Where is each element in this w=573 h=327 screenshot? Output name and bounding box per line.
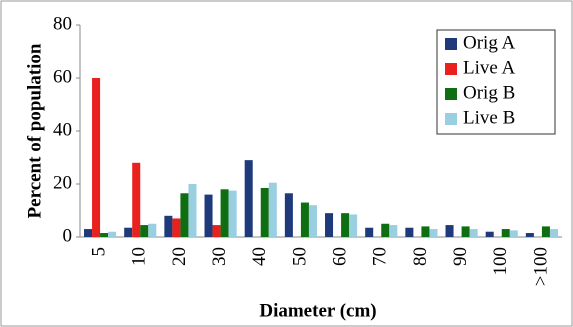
bar xyxy=(164,215,173,237)
x-axis-title: Diameter (cm) xyxy=(259,300,376,321)
bar xyxy=(525,233,534,237)
bar xyxy=(244,160,253,237)
y-tick-label: 20 xyxy=(53,172,72,193)
y-tick-label: 0 xyxy=(63,225,73,246)
legend-label: Live B xyxy=(463,107,515,128)
bar xyxy=(341,213,350,237)
bar xyxy=(268,182,277,237)
x-tick-label: 40 xyxy=(249,247,270,266)
legend-swatch xyxy=(445,63,457,75)
bar xyxy=(389,225,398,237)
bar xyxy=(429,229,438,237)
x-tick-label: 90 xyxy=(450,247,471,266)
bar xyxy=(204,194,213,237)
bar xyxy=(469,229,478,237)
y-tick-label: 40 xyxy=(53,119,72,140)
y-tick-label: 60 xyxy=(53,66,72,87)
bar xyxy=(365,227,374,237)
bar xyxy=(308,205,317,237)
x-tick-label: 60 xyxy=(329,247,350,266)
bar xyxy=(148,223,157,237)
x-tick-label: 70 xyxy=(370,247,391,266)
bar xyxy=(108,231,117,237)
bar xyxy=(284,193,293,237)
y-axis-title: Percent of population xyxy=(24,43,45,218)
bar xyxy=(212,225,221,237)
bar xyxy=(325,213,334,237)
bar xyxy=(485,231,494,237)
bar xyxy=(405,227,414,237)
legend-swatch xyxy=(445,88,457,100)
bar xyxy=(381,223,390,237)
bar xyxy=(228,190,237,237)
bar xyxy=(188,184,197,237)
bar xyxy=(140,225,149,237)
x-tick-label: 80 xyxy=(410,247,431,266)
bar xyxy=(549,229,558,237)
legend-label: Orig B xyxy=(463,82,515,103)
bar xyxy=(349,214,358,237)
bar xyxy=(100,233,109,237)
x-tick-label: 10 xyxy=(129,247,150,266)
x-tick-label: 100 xyxy=(490,247,511,276)
bar xyxy=(421,226,430,237)
bar xyxy=(172,218,181,237)
bar xyxy=(132,162,141,237)
x-tick-label: 5 xyxy=(88,247,109,257)
bar xyxy=(300,202,309,237)
bar xyxy=(84,229,93,237)
y-tick-label: 80 xyxy=(53,13,72,34)
x-tick-label: 30 xyxy=(209,247,230,266)
bar xyxy=(461,226,470,237)
legend-swatch xyxy=(445,38,457,50)
legend-swatch xyxy=(445,113,457,125)
x-tick-label: 20 xyxy=(169,247,190,266)
bar xyxy=(92,78,101,237)
bar xyxy=(220,189,229,237)
bar xyxy=(124,227,133,237)
bar xyxy=(509,230,518,237)
bar xyxy=(260,187,269,237)
bar xyxy=(180,193,189,237)
x-tick-label: >100 xyxy=(530,247,551,286)
legend-label: Orig A xyxy=(463,32,516,53)
x-tick-label: 50 xyxy=(289,247,310,266)
bar xyxy=(541,226,550,237)
bar xyxy=(501,229,510,237)
legend-label: Live A xyxy=(463,57,516,78)
bar xyxy=(445,225,454,237)
